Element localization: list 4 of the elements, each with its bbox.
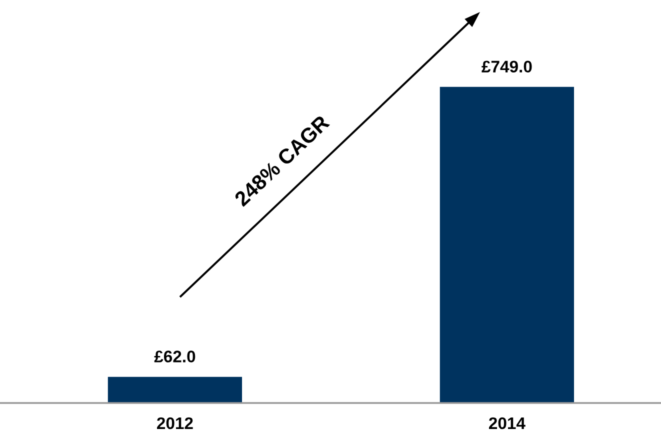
data-label: £749.0 <box>482 60 532 73</box>
x-tick-label: 2012 <box>157 417 193 430</box>
x-tick-label: 2014 <box>488 417 526 430</box>
data-label: £62.0 <box>154 350 196 362</box>
